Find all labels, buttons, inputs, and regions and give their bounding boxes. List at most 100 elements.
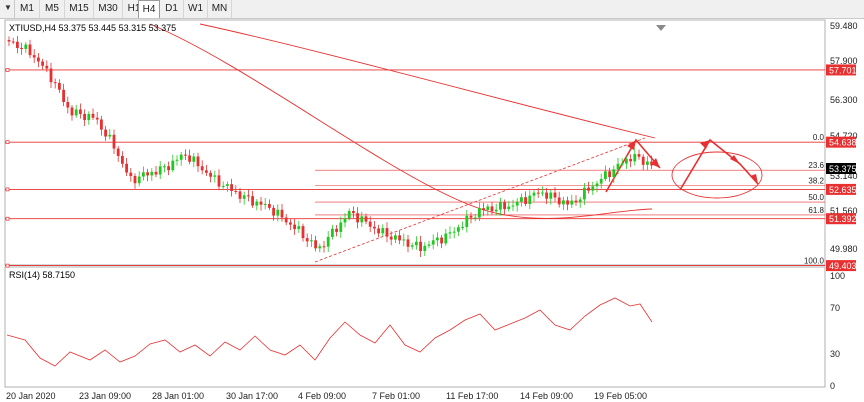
tf-m1-button[interactable]: M1 — [15, 0, 40, 18]
candle-body — [486, 206, 490, 211]
candle-body — [305, 238, 309, 242]
candle-body — [473, 217, 477, 219]
candle-body — [310, 240, 313, 242]
candle-body — [158, 166, 162, 175]
tf-h4-button[interactable]: H4 — [138, 0, 160, 18]
candle-body — [188, 155, 191, 162]
candle-body — [62, 89, 65, 102]
candle-body — [608, 171, 611, 178]
fib-level-label: 50.0 — [808, 193, 824, 202]
candle-body — [100, 119, 103, 130]
candle-body — [415, 241, 418, 246]
candle-body — [192, 156, 196, 162]
candle-body — [284, 217, 288, 223]
candle-body — [591, 186, 595, 191]
symbol-info: XTIUSD,H4 53.375 53.445 53.315 53.375 — [9, 23, 176, 33]
candle-body — [209, 172, 212, 177]
candle-body — [587, 187, 590, 191]
candle-body — [326, 236, 330, 247]
candle-body — [427, 244, 431, 246]
rsi-axis: 100 70 30 0 — [830, 271, 845, 391]
candle-body — [125, 163, 128, 173]
price-chart[interactable]: 0.0 23.6 38.2 50.0 61.8 100.0 59.480 57.900 5… — [0, 19, 864, 402]
candle-body — [41, 61, 44, 66]
candle-body — [499, 202, 502, 210]
rsi-label: RSI(14) 58.7150 — [9, 270, 75, 280]
candle-body — [364, 216, 368, 222]
candle-body — [37, 57, 40, 62]
rsi-tick: 70 — [830, 303, 840, 313]
candle-body — [16, 41, 19, 49]
tf-m5-button[interactable]: M5 — [40, 0, 65, 18]
line-anchor — [5, 187, 10, 192]
candle-body — [620, 163, 624, 165]
candle-body — [87, 113, 91, 121]
rsi-line — [6, 297, 653, 367]
candle-body — [448, 232, 452, 234]
candle-body — [520, 197, 523, 202]
arrow-head-icon — [651, 158, 660, 168]
candle-body — [553, 192, 557, 198]
candle-body — [7, 40, 11, 42]
candle-body — [137, 176, 141, 184]
price-labels: 57.701 54.638 52.635 51.392 49.403 — [826, 64, 857, 272]
candle-body — [541, 192, 544, 194]
candle-body — [335, 228, 338, 232]
tf-d1-button[interactable]: D1 — [160, 0, 184, 18]
candle-body — [20, 48, 23, 50]
candle-body — [163, 166, 166, 168]
candle-body — [331, 228, 334, 237]
time-tick: 30 Jan 17:00 — [226, 391, 278, 401]
current-price-label: 53.375 — [826, 163, 857, 174]
price-tick: 59.480 — [830, 21, 858, 31]
time-tick: 20 Jan 2020 — [6, 391, 56, 401]
candle-body — [171, 160, 175, 171]
moving-average-slow — [199, 23, 656, 139]
fib-level-label: 23.6 — [808, 161, 824, 170]
tf-m30-button[interactable]: M30 — [94, 0, 123, 18]
candle-body — [49, 68, 53, 83]
candle-body — [242, 195, 246, 199]
candle-body — [373, 226, 376, 229]
candle-body — [196, 156, 200, 167]
tf-mn-button[interactable]: MN — [208, 0, 232, 18]
candle-body — [221, 185, 225, 187]
price-tick: 53.140 — [830, 171, 858, 181]
candle-body — [436, 237, 439, 241]
candle-body — [406, 239, 410, 247]
candle-body — [612, 169, 616, 178]
candle-body — [377, 228, 380, 234]
dropdown-triangle-icon: ▼ — [4, 3, 12, 12]
price-axis: 59.480 57.900 56.300 54.720 53.140 51.56… — [830, 21, 858, 254]
candle-body — [524, 197, 527, 205]
candle-body — [549, 192, 553, 199]
price-tick: 56.300 — [830, 95, 858, 105]
candle-body — [625, 159, 628, 164]
candle-body — [452, 231, 456, 233]
candle-body — [66, 101, 70, 108]
candle-body — [205, 170, 208, 173]
toolbar-menu-button[interactable]: ▼ — [0, 0, 15, 18]
tf-w1-button[interactable]: W1 — [184, 0, 208, 18]
candle-body — [562, 200, 565, 205]
fibonacci-levels: 0.0 23.6 38.2 50.0 61.8 100.0 — [315, 133, 825, 266]
candle-body — [45, 65, 49, 69]
candle-body — [79, 109, 82, 114]
candle-body — [226, 184, 229, 186]
price-level-box — [826, 64, 856, 76]
candle-body — [507, 206, 511, 210]
candle-body — [461, 227, 464, 229]
price-tick: 51.560 — [830, 206, 858, 216]
tf-m15-button[interactable]: M15 — [65, 0, 94, 18]
candle-body — [142, 172, 145, 177]
price-level-label: 51.392 — [829, 214, 857, 224]
candle-body — [150, 171, 154, 176]
rsi-chart-frame — [4, 266, 826, 388]
price-tick: 49.980 — [830, 244, 858, 254]
candle-body — [629, 159, 632, 162]
candle-body — [276, 209, 280, 216]
candle-body — [557, 197, 561, 205]
price-tick: 54.720 — [830, 131, 858, 141]
candle-body — [515, 201, 519, 206]
candle-body — [121, 155, 124, 164]
